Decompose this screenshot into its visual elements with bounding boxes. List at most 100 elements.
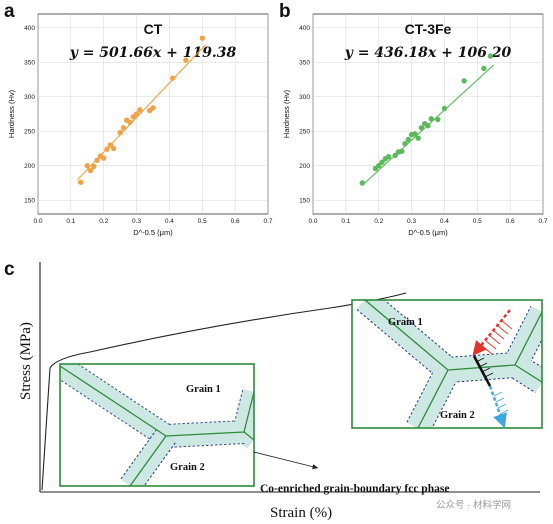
blue-slip-arrow bbox=[488, 385, 507, 429]
x-axis-label: D^-0.5 (μm) bbox=[408, 228, 448, 237]
plot-frame bbox=[37, 13, 269, 215]
x-tick-label: 0.2 bbox=[99, 218, 108, 225]
data-point bbox=[399, 148, 405, 154]
watermark-text: 公众号 · 材料学网 bbox=[436, 499, 511, 511]
y-tick-label: 200 bbox=[24, 163, 35, 170]
x-tick-label: 0.4 bbox=[165, 218, 174, 225]
y-tick-label: 350 bbox=[24, 59, 35, 66]
data-point bbox=[78, 179, 84, 185]
data-point bbox=[481, 65, 487, 72]
data-point bbox=[415, 135, 421, 141]
x-tick-label: 0.6 bbox=[506, 218, 515, 225]
data-point bbox=[405, 136, 411, 143]
data-point bbox=[425, 123, 431, 129]
data-point bbox=[87, 167, 94, 174]
x-tick-label: 0.7 bbox=[538, 218, 547, 225]
pileup-ticks bbox=[475, 357, 494, 378]
data-point bbox=[428, 116, 434, 122]
x-tick-label: 0.2 bbox=[374, 218, 383, 225]
left-inset-boundaries bbox=[60, 364, 254, 486]
data-point bbox=[183, 57, 189, 63]
caption-pointer-arrow bbox=[253, 451, 319, 470]
x-axis-label: D^-0.5 (μm) bbox=[133, 228, 173, 237]
y-axis-label: Hardness (Hv) bbox=[282, 89, 291, 138]
data-point bbox=[101, 155, 107, 161]
right-inset-frame bbox=[351, 299, 543, 429]
red-slip-arrow bbox=[472, 309, 511, 356]
chart-a: 150 200 250 300 350 400 0.0 0.1 0.2 0.3 0.4 0.5 0.6 0… bbox=[7, 13, 273, 237]
y-tick-label: 300 bbox=[24, 94, 35, 101]
x-tick-label: 0.7 bbox=[263, 218, 272, 225]
y-tick-label: 150 bbox=[299, 197, 310, 204]
chart-b: 150 200 250 300 350 400 0.0 0.1 0.2 0.3 0.4 0.5 0.6 0… bbox=[282, 13, 548, 237]
right-inset-boundaries bbox=[352, 300, 542, 428]
y-tick-label: 150 bbox=[24, 197, 35, 204]
panel-letter-a: a bbox=[4, 1, 15, 22]
data-point bbox=[127, 119, 133, 125]
right-grain-1-label: Grain 1 bbox=[388, 317, 423, 328]
plot-frame bbox=[312, 13, 544, 215]
y-tick-label: 400 bbox=[24, 25, 35, 32]
fit-equation: y = 436.18x + 106.20 bbox=[344, 45, 512, 61]
left-grain-2-label: Grain 2 bbox=[170, 462, 205, 473]
data-point bbox=[379, 159, 385, 165]
x-tick-label: 0.1 bbox=[66, 218, 75, 225]
data-point bbox=[402, 140, 408, 147]
data-point bbox=[104, 146, 110, 152]
right-grain-2-label: Grain 2 bbox=[440, 410, 475, 421]
data-point bbox=[441, 105, 448, 112]
data-point bbox=[110, 145, 117, 152]
x-tick-label: 0.3 bbox=[132, 218, 141, 225]
data-point bbox=[133, 111, 140, 117]
phase-caption: Co-enriched grain-boundary fcc phase bbox=[260, 483, 449, 495]
chart-title: CT bbox=[144, 21, 163, 37]
data-point bbox=[94, 157, 100, 163]
y-tick-label: 350 bbox=[299, 59, 310, 66]
left-grain-1-label: Grain 1 bbox=[186, 384, 221, 395]
data-point bbox=[418, 125, 425, 131]
data-point bbox=[385, 154, 392, 160]
data-point bbox=[412, 131, 418, 137]
data-point bbox=[435, 116, 441, 123]
x-tick-label: 0.4 bbox=[440, 218, 449, 225]
y-tick-label: 200 bbox=[299, 163, 310, 170]
fit-equation: y = 501.66x + 119.38 bbox=[69, 45, 237, 61]
panel-letter-c: c bbox=[4, 259, 15, 280]
x-tick-label: 0.5 bbox=[473, 218, 482, 225]
data-point bbox=[117, 129, 123, 136]
x-tick-label: 0.6 bbox=[231, 218, 240, 225]
data-point bbox=[120, 125, 127, 131]
y-axis-label: Hardness (Hv) bbox=[7, 89, 16, 138]
left-inset-frame bbox=[59, 363, 255, 487]
boundary-pileup bbox=[472, 355, 492, 387]
data-point bbox=[170, 75, 176, 81]
blue-dislocation-ticks bbox=[493, 391, 509, 415]
y-tick-label: 400 bbox=[299, 25, 310, 32]
data-point bbox=[137, 107, 143, 113]
data-point bbox=[84, 163, 90, 169]
y-tick-label: 250 bbox=[299, 128, 310, 135]
red-dislocation-ticks bbox=[481, 320, 513, 355]
y-tick-label: 300 bbox=[299, 94, 310, 101]
panel-letter-b: b bbox=[279, 1, 291, 22]
data-point bbox=[392, 152, 398, 159]
data-point bbox=[359, 180, 365, 186]
data-point bbox=[91, 163, 97, 170]
strain-axis-label: Strain (%) bbox=[270, 505, 332, 521]
data-point bbox=[461, 78, 467, 84]
x-tick-label: 0.3 bbox=[407, 218, 416, 225]
chart-title: CT-3Fe bbox=[405, 21, 452, 37]
data-point bbox=[487, 53, 494, 59]
x-tick-label: 0.0 bbox=[308, 218, 317, 225]
y-tick-label: 250 bbox=[24, 128, 35, 135]
data-point bbox=[107, 142, 113, 148]
x-tick-label: 0.0 bbox=[33, 218, 42, 225]
data-point bbox=[376, 163, 382, 169]
schematic-panel: Stress (MPa) Strain (%) bbox=[18, 262, 543, 521]
x-tick-label: 0.1 bbox=[341, 218, 350, 225]
x-tick-label: 0.5 bbox=[198, 218, 207, 225]
stress-axis-label: Stress (MPa) bbox=[18, 322, 34, 400]
data-point bbox=[150, 105, 156, 111]
data-point bbox=[199, 35, 205, 41]
